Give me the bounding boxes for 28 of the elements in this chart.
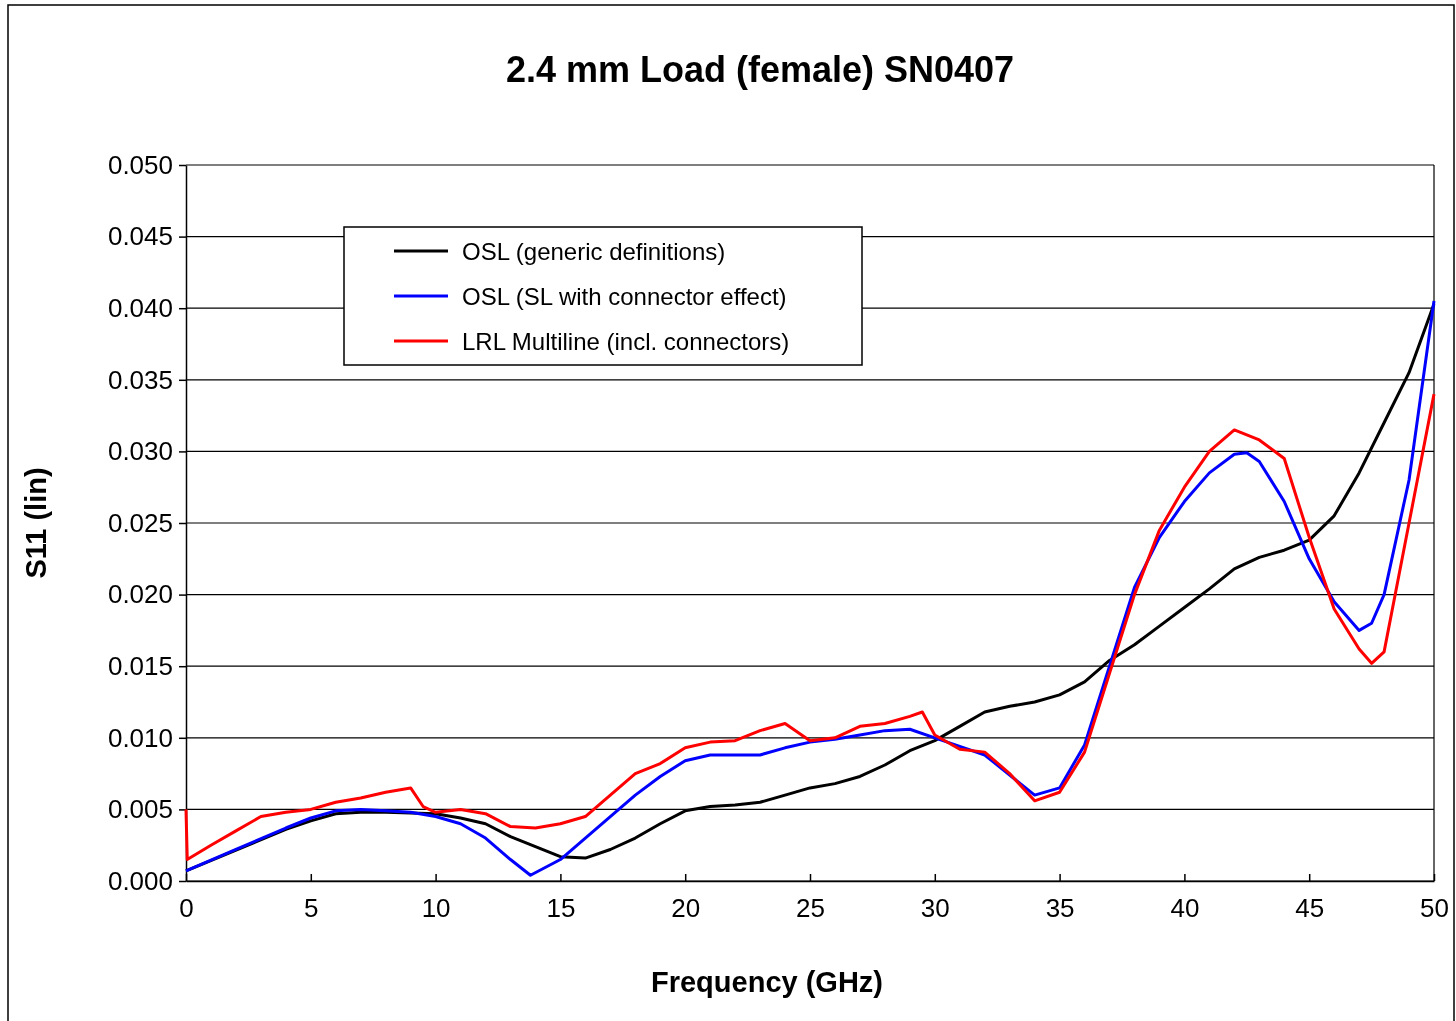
x-tick-label: 15 <box>546 893 576 924</box>
y-tick-label: 0.040 <box>107 293 173 324</box>
x-tick-label: 10 <box>421 893 451 924</box>
y-tick-label: 0.020 <box>107 579 173 610</box>
x-tick-label: 30 <box>920 893 950 924</box>
chart-title: 2.4 mm Load (female) SN0407 <box>505 49 1015 90</box>
y-tick-label: 0.015 <box>107 651 173 682</box>
legend-label: LRL Multiline (incl. connectors) <box>462 328 790 355</box>
x-tick-label: 35 <box>1045 893 1075 924</box>
y-tick-label: 0.010 <box>107 722 173 753</box>
legend-label: OSL (generic definitions) <box>462 238 726 265</box>
x-tick-label: 5 <box>304 893 319 924</box>
y-tick-label: 0.035 <box>107 364 173 395</box>
x-tick-label: 20 <box>671 893 701 924</box>
legend-label: OSL (SL with connector effect) <box>462 283 787 310</box>
x-tick-label: 45 <box>1295 893 1325 924</box>
y-tick-label: 0.000 <box>107 865 173 896</box>
x-tick-label: 0 <box>179 893 194 924</box>
y-tick-label: 0.005 <box>107 794 173 825</box>
x-tick-label: 40 <box>1170 893 1200 924</box>
y-axis-title: S11 (lin) <box>20 467 52 579</box>
y-tick-label: 0.045 <box>107 221 173 252</box>
x-axis-title: Frequency (GHz) <box>650 966 884 998</box>
y-tick-label: 0.050 <box>107 149 173 180</box>
y-tick-label: 0.030 <box>107 436 173 467</box>
y-tick-label: 0.025 <box>107 507 173 538</box>
x-tick-label: 50 <box>1420 893 1449 924</box>
x-tick-label: 25 <box>796 893 825 924</box>
